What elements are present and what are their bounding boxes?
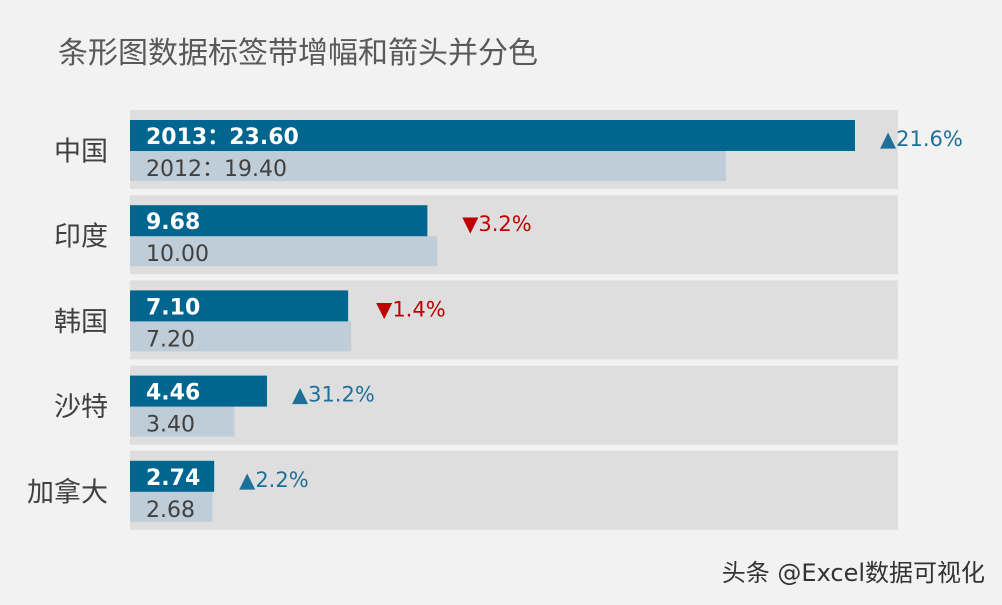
bar-2013 [130, 460, 215, 492]
change-label: ▼1.4% [376, 297, 446, 321]
data-label-2013: 4.46 [146, 381, 200, 406]
change-label: ▲2.2% [239, 468, 309, 492]
category-label: 中国 [54, 137, 108, 168]
category-label: 沙特 [54, 392, 108, 423]
data-label-2012: 7.20 [146, 327, 195, 352]
watermark-text: 头条 @Excel数据可视化 [722, 559, 985, 587]
change-label: ▼3.2% [462, 212, 532, 236]
category-label: 加拿大 [27, 477, 108, 508]
data-label-2013: 2.74 [146, 466, 200, 491]
plot-area: 中国 2013：23.60 2012：19.40 ▲21.6% 印度 9.68 10.00 ▼… [27, 110, 963, 530]
bar-2012 [130, 236, 438, 267]
change-label: ▲31.2% [292, 383, 375, 407]
data-label-2013: 2013：23.60 [146, 125, 299, 150]
bar-2012 [130, 491, 213, 522]
bar-2013 [130, 205, 428, 237]
category-label: 印度 [54, 222, 108, 253]
data-label-2012: 2.68 [146, 498, 195, 523]
bar-2013 [130, 375, 268, 407]
bar-2013 [130, 120, 855, 151]
chart-title: 条形图数据标签带增幅和箭头并分色 [58, 36, 538, 71]
data-label-2012: 2012：19.40 [146, 157, 287, 182]
data-label-2012: 10.00 [146, 242, 209, 267]
data-label-2013: 7.10 [146, 295, 200, 320]
category-label: 韩国 [54, 307, 108, 338]
bar-2012 [130, 406, 235, 437]
data-label-2012: 3.40 [146, 413, 195, 438]
bar-2012 [130, 151, 726, 181]
change-label: ▲21.6% [880, 127, 963, 151]
category-band [130, 450, 898, 530]
bar-2012 [130, 321, 352, 352]
data-label-2013: 9.68 [146, 210, 200, 235]
bar-2013 [130, 290, 349, 322]
